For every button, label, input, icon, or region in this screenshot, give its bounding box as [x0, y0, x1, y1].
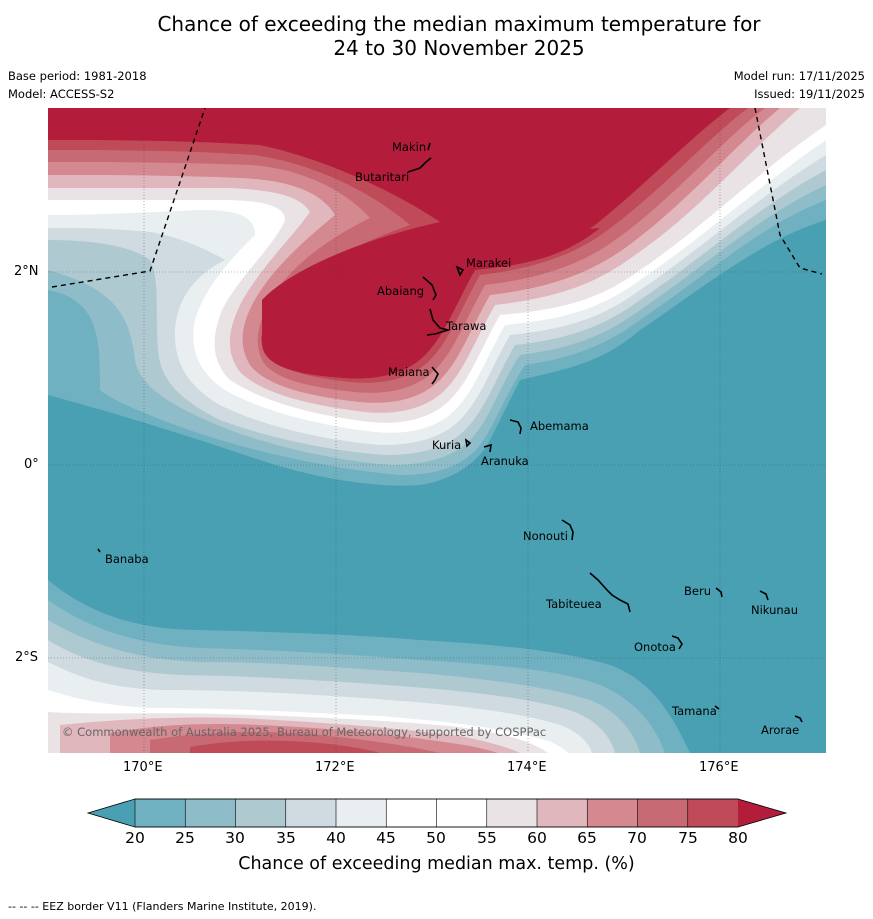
colorbar-label: 50 [426, 829, 446, 847]
colorbar-cell [586, 798, 639, 828]
colorbar-label: 40 [326, 829, 346, 847]
north-band-above-80 [48, 108, 730, 379]
island-marakei [455, 265, 465, 277]
island-makin [427, 142, 431, 151]
warm-core [262, 228, 600, 379]
colorbar [86, 798, 788, 828]
label-tamana: Tamana [671, 704, 717, 718]
title-line-2: 24 to 30 November 2025 [333, 36, 585, 60]
island-kuria [464, 438, 472, 448]
colorbar-label: 25 [175, 829, 195, 847]
lon-tick-174e: 174°E [507, 760, 547, 775]
eez-legend-note: -- -- -- EEZ border V11 (Flanders Marine… [8, 900, 317, 913]
colorbar-label: 30 [225, 829, 245, 847]
colorbar-label: 20 [125, 829, 145, 847]
copyright-notice: © Commonwealth of Australia 2025, Bureau… [62, 725, 546, 739]
label-tabiteuea: Tabiteuea [545, 597, 602, 611]
base-period: Base period: 1981-2018 [8, 69, 147, 83]
label-nikunau: Nikunau [751, 603, 798, 617]
colorbar-outline [86, 798, 788, 828]
colorbar-title: Chance of exceeding median max. temp. (%… [238, 854, 635, 874]
label-maiana: Maiana [388, 365, 430, 379]
colorbar-extend-right [738, 799, 786, 827]
island-abemama [509, 419, 522, 435]
label-arorae: Arorae [761, 723, 799, 737]
label-tarawa: Tarawa [445, 319, 486, 333]
label-abemama: Abemama [530, 419, 589, 433]
label-aranuka: Aranuka [481, 454, 529, 468]
issued-date: Issued: 19/11/2025 [754, 87, 865, 101]
eez-border-west [51, 108, 206, 288]
island-butaritari [407, 157, 432, 173]
lat-tick-2n: 2°N [14, 264, 39, 279]
label-marakei: Marakei [466, 256, 511, 270]
colorbar-cell [134, 798, 187, 828]
colorbar-cell [184, 798, 237, 828]
colorbar-cell [637, 798, 689, 828]
label-beru: Beru [684, 584, 711, 598]
island-tabiteuea [589, 572, 631, 613]
lon-tick-172e: 172°E [315, 760, 355, 775]
lat-tick-2s: 2°S [15, 650, 39, 665]
lon-tick-176e: 176°E [699, 760, 739, 775]
colorbar-extend-left [88, 799, 135, 827]
colorbar-label: 60 [527, 829, 547, 847]
label-butaritari: Butaritari [355, 170, 409, 184]
colorbar-cell [385, 798, 438, 828]
colorbar-cell [687, 798, 739, 828]
island-abaiang [422, 276, 437, 301]
place-labels: Makin Butaritari Marakei Abaiang Tarawa … [105, 140, 799, 737]
colorbar-label: 65 [577, 829, 597, 847]
island-beru [715, 587, 723, 598]
island-banaba [97, 548, 101, 553]
colorbar-cell [436, 798, 488, 828]
title-line-1: Chance of exceeding the median maximum t… [157, 12, 761, 36]
label-onotoa: Onotoa [634, 640, 676, 654]
colorbar-cells [134, 798, 739, 828]
label-kuria: Kuria [432, 438, 461, 452]
map-panel: Makin Butaritari Marakei Abaiang Tarawa … [48, 108, 826, 753]
label-makin: Makin [392, 140, 426, 154]
colorbar-label: 55 [477, 829, 497, 847]
colorbar-cell [536, 798, 589, 828]
label-abaiang: Abaiang [377, 284, 424, 298]
colorbar-cell [285, 798, 337, 828]
colorbar-cell [235, 798, 287, 828]
colorbar-cell [335, 798, 388, 828]
islands [97, 142, 803, 723]
island-aranuka [483, 443, 492, 453]
colorbar-label: 35 [276, 829, 296, 847]
eez-borders [51, 108, 823, 288]
colorbar-cell [486, 798, 538, 828]
island-arorae [794, 715, 803, 723]
island-nonouti [561, 519, 574, 541]
eez-border-east [754, 108, 823, 275]
lon-tick-170e: 170°E [123, 760, 163, 775]
island-tamana [714, 705, 720, 710]
island-nikunau [759, 590, 769, 601]
island-onotoa [671, 635, 683, 650]
lat-tick-0: 0° [24, 457, 39, 472]
model-name: Model: ACCESS-S2 [8, 87, 115, 101]
gridlines [48, 108, 826, 753]
colorbar-label: 45 [376, 829, 396, 847]
island-tarawa [426, 308, 451, 336]
map-title: Chance of exceeding the median maximum t… [0, 12, 873, 60]
island-maiana [431, 366, 439, 385]
model-run: Model run: 17/11/2025 [733, 69, 865, 83]
colorbar-label: 70 [627, 829, 647, 847]
label-banaba: Banaba [105, 552, 149, 566]
colorbar-label: 75 [678, 829, 698, 847]
south-band-80 [190, 740, 380, 753]
label-nonouti: Nonouti [523, 529, 568, 543]
colorbar-label: 80 [728, 829, 748, 847]
